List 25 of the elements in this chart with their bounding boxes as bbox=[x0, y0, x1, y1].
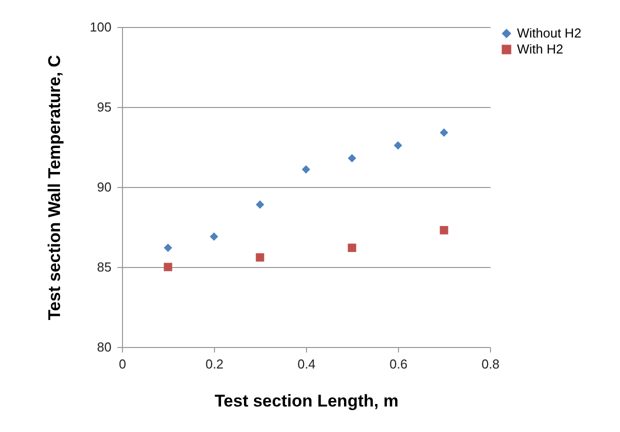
point bbox=[256, 253, 264, 262]
point bbox=[440, 226, 448, 234]
x-tick-label: 0.4 bbox=[297, 356, 316, 372]
x-axis-title: Test section Length, m bbox=[214, 392, 398, 410]
point bbox=[348, 154, 356, 162]
y-tick-label: 90 bbox=[97, 180, 112, 194]
point bbox=[440, 128, 448, 137]
x-tick-label: 0.6 bbox=[389, 356, 408, 372]
y-axis-title: Test section Wall Temperature, C bbox=[44, 54, 64, 320]
y-tick-label: 100 bbox=[90, 20, 112, 34]
y-tick-label: 95 bbox=[97, 100, 112, 114]
x-tick-label: 0.8 bbox=[481, 356, 500, 372]
point bbox=[302, 165, 310, 174]
point bbox=[394, 141, 402, 150]
y-tick-label: 80 bbox=[97, 340, 112, 354]
point bbox=[256, 200, 264, 209]
legend-label: With H2 bbox=[517, 42, 564, 56]
point bbox=[210, 232, 218, 241]
x-tick-label: 0.2 bbox=[205, 356, 224, 372]
x-tick-label: 0 bbox=[118, 356, 126, 372]
y-tick-label: 85 bbox=[97, 260, 112, 274]
legend-label: Without H2 bbox=[517, 26, 582, 40]
point bbox=[164, 244, 172, 252]
point bbox=[348, 244, 356, 252]
point bbox=[164, 262, 172, 272]
